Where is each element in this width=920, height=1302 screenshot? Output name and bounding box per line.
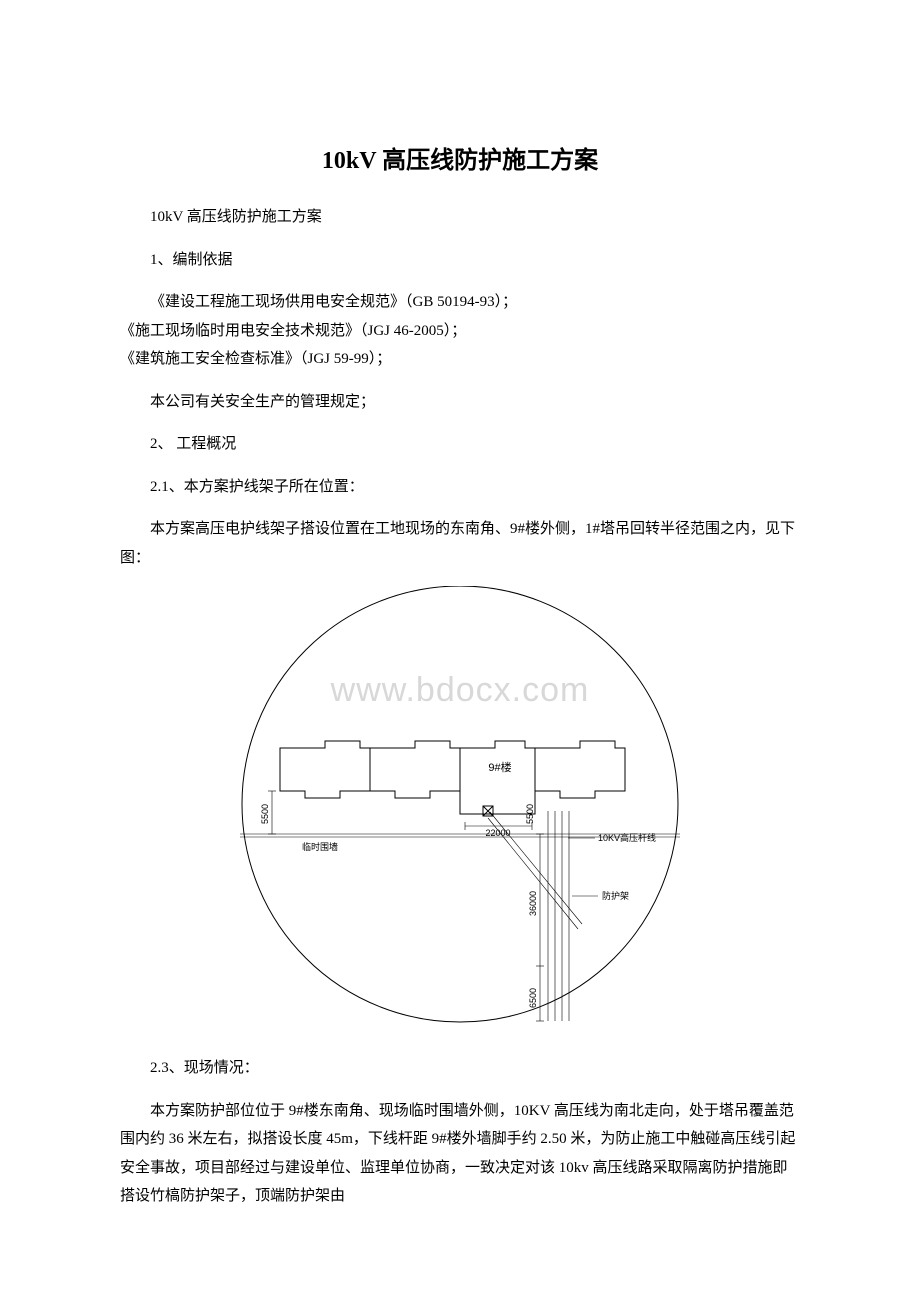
section-1-heading: 1、编制依据 xyxy=(120,246,800,275)
section-2-1-heading: 2.1、本方案护线架子所在位置： xyxy=(120,473,800,502)
location-paragraph: 本方案高压电护线架子搭设位置在工地现场的东南角、9#楼外侧，1#塔吊回转半径范围… xyxy=(120,515,800,572)
building-outline xyxy=(280,741,625,816)
company-rule-paragraph: 本公司有关安全生产的管理规定； xyxy=(120,388,800,417)
page-title: 10kV 高压线防护施工方案 xyxy=(120,140,800,175)
ref-line-3: 《建筑施工安全检查标准》（JGJ 59-99）； xyxy=(120,345,800,374)
subtitle-paragraph: 10kV 高压线防护施工方案 xyxy=(120,203,800,232)
section-2-heading: 2、 工程概况 xyxy=(120,430,800,459)
building-label: 9#楼 xyxy=(488,760,511,774)
wall-label: 临时围墙 xyxy=(302,841,338,852)
dim-36000-label: 36000 xyxy=(528,891,538,916)
shield-label: 防护架 xyxy=(602,890,629,901)
situation-paragraph: 本方案防护部位位于 9#楼东南角、现场临时围墙外侧，10KV 高压线为南北走向，… xyxy=(120,1097,800,1211)
dim-22000-label: 22000 xyxy=(485,828,510,838)
site-diagram: www.bdocx.com 9#楼 临时围墙 5500 22000 xyxy=(120,586,800,1036)
dim-5500-left: 5500 xyxy=(260,804,270,824)
ref-line-1: 《建设工程施工现场供用电安全规范》（GB 50194-93）； xyxy=(120,288,800,317)
watermark-text: www.bdocx.com xyxy=(330,671,590,709)
reference-block: 《建设工程施工现场供用电安全规范》（GB 50194-93）； 《施工现场临时用… xyxy=(120,288,800,374)
hv-lines xyxy=(548,811,569,1021)
dim-5500-right: 5500 xyxy=(525,804,535,824)
dim-6500-label: 6500 xyxy=(528,988,538,1008)
ref-line-2: 《施工现场临时用电安全技术规范》（JGJ 46-2005）； xyxy=(120,317,800,346)
hv-label: 10KV高压杆线 xyxy=(598,832,656,843)
section-2-3-heading: 2.3、现场情况： xyxy=(120,1054,800,1083)
